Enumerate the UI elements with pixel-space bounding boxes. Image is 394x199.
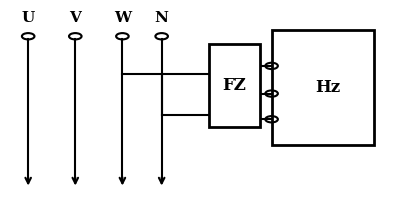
Bar [271, 30, 374, 145]
Text: FZ: FZ [222, 77, 246, 94]
Text: N: N [155, 12, 169, 25]
Bar [209, 44, 260, 127]
Text: Hz: Hz [315, 79, 340, 96]
Text: W: W [114, 12, 131, 25]
Text: U: U [22, 12, 35, 25]
Text: V: V [69, 12, 81, 25]
